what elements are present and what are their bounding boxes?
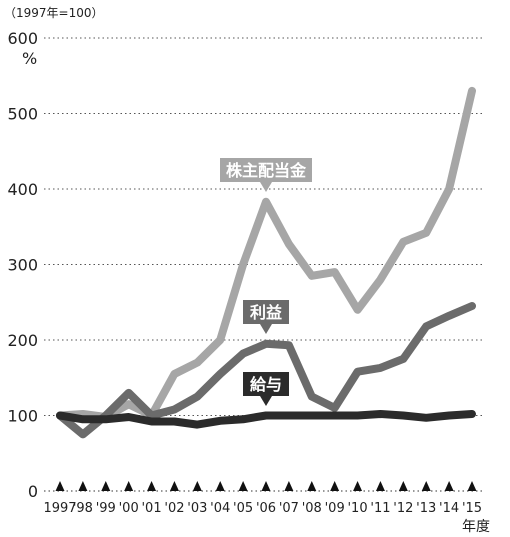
x-tick-marker [353, 481, 363, 491]
y-tick-labels: 0 100 200 300 400 500 600 [7, 29, 38, 501]
x-axis-label: 年度 [462, 519, 490, 535]
y-tick-label: 100 [7, 407, 38, 426]
x-tick-label: '11 [370, 501, 390, 516]
x-tick-marker [284, 481, 294, 491]
x-axis: 1997'98'99'00'01'02'03'04'05'06'07'08'09… [43, 481, 484, 516]
x-tick-label: '05 [233, 501, 253, 516]
x-tick-marker [307, 481, 317, 491]
x-tick-label: '02 [164, 501, 184, 516]
series-label-pointer [260, 182, 272, 192]
x-tick-marker [55, 481, 65, 491]
series-label-pointer [260, 396, 272, 406]
y-tick-label: 200 [7, 331, 38, 350]
x-tick-label: '03 [187, 501, 207, 516]
series-label-pointer [260, 324, 272, 334]
x-tick-marker [238, 481, 248, 491]
x-tick-marker [78, 481, 88, 491]
x-tick-label: '09 [325, 501, 345, 516]
y-tick-label: 600 [7, 29, 38, 48]
series-line-2 [56, 410, 476, 429]
x-tick-label: '14 [439, 501, 459, 516]
x-tick-marker [215, 481, 225, 491]
x-tick-label: '99 [96, 501, 116, 516]
x-tick-label: '15 [462, 501, 482, 516]
series-label-box [243, 372, 289, 396]
x-tick-marker [467, 481, 477, 491]
x-tick-label: '98 [73, 501, 93, 516]
x-tick-marker [398, 481, 408, 491]
y-tick-label: 500 [7, 105, 38, 124]
grid-lines [44, 37, 484, 416]
x-tick-marker [124, 481, 134, 491]
series-label-text: 給与 [250, 375, 282, 394]
series-line-0 [56, 86, 476, 421]
x-tick-label: '10 [347, 501, 367, 516]
x-tick-label: '07 [279, 501, 299, 516]
series-label-box [220, 158, 312, 182]
x-tick-marker [101, 481, 111, 491]
x-tick-label: '08 [302, 501, 322, 516]
x-tick-marker [330, 481, 340, 491]
x-tick-label: '00 [119, 501, 139, 516]
x-tick-label: '12 [393, 501, 413, 516]
x-tick-marker [444, 481, 454, 491]
series-lines [56, 86, 476, 439]
x-tick-label: '01 [141, 501, 161, 516]
series-line-1 [56, 302, 476, 439]
x-tick-label: '13 [416, 501, 436, 516]
series-label-text: 株主配当金 [226, 161, 307, 180]
x-tick-marker [169, 481, 179, 491]
series-label-box [243, 300, 289, 324]
chart-note: （1997年=100） [4, 6, 104, 20]
x-tick-label: '04 [210, 501, 230, 516]
x-tick-label: '06 [256, 501, 276, 516]
x-tick-marker [147, 481, 157, 491]
x-tick-marker [261, 481, 271, 491]
y-unit-label: % [22, 49, 37, 68]
y-tick-label: 400 [7, 180, 38, 199]
x-tick-marker [421, 481, 431, 491]
y-tick-label: 300 [7, 256, 38, 275]
x-tick-marker [375, 481, 385, 491]
series-label-text: 利益 [250, 303, 282, 322]
x-tick-label: 1997 [43, 501, 76, 516]
y-tick-label: 0 [28, 482, 38, 501]
x-tick-marker [192, 481, 202, 491]
